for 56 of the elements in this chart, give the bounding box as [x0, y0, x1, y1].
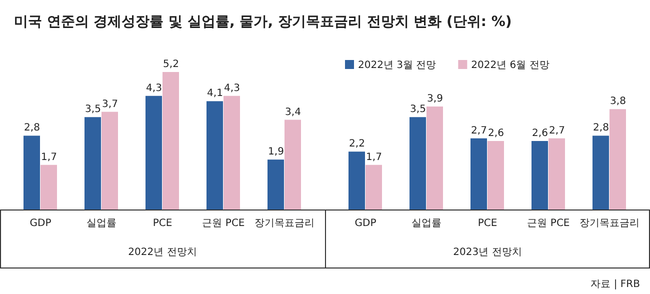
- data-label: 3,4: [285, 106, 301, 118]
- data-label: 4,3: [224, 82, 240, 94]
- x-axis-title: 2022년 전망치: [128, 247, 197, 258]
- bar: [610, 109, 626, 210]
- bar: [24, 136, 40, 210]
- bar: [592, 136, 609, 210]
- bar: [366, 164, 382, 210]
- bar: [224, 96, 240, 210]
- bar: [84, 117, 101, 210]
- bar: [268, 160, 284, 210]
- data-label: 2,2: [349, 138, 365, 150]
- data-label: 1,7: [366, 152, 382, 163]
- chart-title: 미국 연준의 경제성장률 및 실업률, 물가, 장기목표금리 전망치 변화 (단위: %): [14, 14, 512, 30]
- x-tick-label: 근원 PCE: [202, 218, 245, 229]
- x-tick-label: 실업률: [412, 218, 442, 229]
- legend-label: 2022년 3월 전망: [358, 60, 436, 71]
- x-tick-label: PCE: [152, 218, 172, 229]
- x-tick-label: 장기목표금리: [254, 218, 314, 229]
- data-label: 3,5: [410, 104, 426, 116]
- x-tick-label: 실업률: [86, 218, 116, 229]
- x-tick-label: GDP: [354, 218, 376, 229]
- data-label: 4,1: [207, 88, 223, 100]
- x-tick-label: 근원 PCE: [527, 218, 570, 229]
- bar: [284, 120, 301, 210]
- data-label: 2,8: [24, 122, 40, 134]
- data-label: 2,7: [471, 125, 487, 136]
- x-tick-label: GDP: [30, 218, 52, 229]
- bar: [348, 152, 365, 210]
- x-axis-title: 2023년 전망치: [453, 247, 522, 258]
- bar: [426, 106, 443, 210]
- data-label: 3,9: [427, 94, 443, 104]
- data-label: 2,6: [488, 128, 504, 139]
- bar: [162, 72, 179, 210]
- data-label: 3,7: [102, 98, 118, 110]
- data-label: 2,8: [593, 122, 609, 134]
- data-label: 3,8: [610, 96, 626, 108]
- legend-label: 2022년 6월 전망: [471, 60, 550, 71]
- x-tick-label: 장기목표금리: [580, 218, 640, 229]
- bar: [40, 164, 57, 210]
- bar: [410, 117, 426, 210]
- data-label: 4,3: [146, 82, 162, 94]
- data-label: 2,6: [532, 128, 548, 139]
- bar: [532, 141, 548, 210]
- data-label: 1,7: [41, 152, 57, 163]
- x-tick-label: PCE: [478, 218, 498, 229]
- data-label: 1,9: [268, 146, 284, 158]
- data-label: 5,2: [163, 59, 179, 70]
- bar: [102, 112, 118, 210]
- bar: [548, 138, 565, 210]
- bar: [488, 141, 504, 210]
- bar: [146, 96, 162, 210]
- data-label: 3,5: [85, 104, 101, 116]
- bar: [206, 101, 223, 210]
- data-label: 2,7: [549, 125, 565, 136]
- bar: [470, 138, 487, 210]
- text: 자료 | FRB: [590, 279, 640, 290]
